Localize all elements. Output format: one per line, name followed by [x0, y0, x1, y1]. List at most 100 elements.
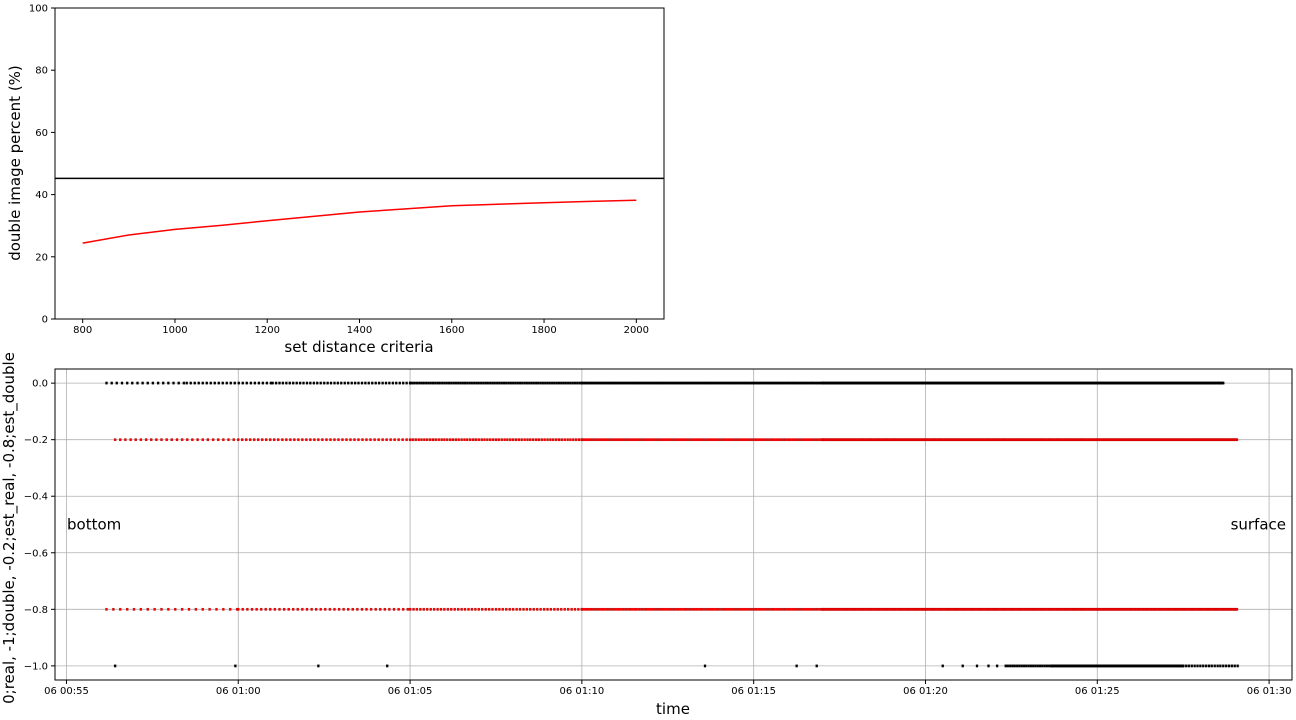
scatter-point	[612, 607, 616, 611]
scatter-point	[1144, 381, 1147, 385]
scatter-point	[1218, 438, 1221, 442]
scatter-point	[899, 438, 902, 442]
scatter-point	[766, 607, 769, 611]
scatter-point	[580, 438, 584, 442]
scatter-point	[1106, 664, 1109, 668]
scatter-point	[1030, 438, 1034, 442]
scatter-point	[725, 381, 728, 385]
scatter-point	[849, 438, 853, 442]
scatter-point	[277, 438, 280, 442]
scatter-point	[1092, 664, 1096, 668]
scatter-point	[902, 438, 905, 442]
scatter-point	[848, 381, 852, 385]
scatter-point	[861, 607, 864, 611]
scatter-point	[482, 381, 485, 385]
top-x-tick-label: 1000	[162, 325, 187, 336]
scatter-point	[1015, 381, 1019, 385]
scatter-point	[727, 607, 730, 611]
top-x-tick-label: 1800	[531, 325, 556, 336]
scatter-point	[1146, 438, 1149, 442]
scatter-point	[487, 607, 491, 611]
scatter-point	[1121, 381, 1124, 385]
scatter-point	[1048, 664, 1051, 668]
scatter-point	[695, 438, 698, 442]
scatter-point	[1097, 607, 1100, 611]
scatter-point	[1139, 607, 1142, 611]
scatter-point	[360, 607, 364, 611]
scatter-point	[933, 607, 936, 611]
scatter-point	[680, 381, 683, 385]
scatter-point	[269, 607, 272, 611]
scatter-point	[881, 607, 885, 611]
scatter-point	[1200, 607, 1203, 611]
scatter-point	[1180, 607, 1184, 611]
scatter-point	[967, 381, 971, 385]
scatter-point	[999, 381, 1003, 385]
scatter-point	[273, 607, 277, 611]
scatter-point	[450, 381, 453, 385]
scatter-point	[506, 438, 509, 442]
scatter-point	[736, 607, 739, 611]
scatter-point	[967, 438, 971, 442]
scatter-point	[1084, 607, 1087, 611]
scatter-point	[447, 381, 451, 385]
scatter-point	[725, 607, 728, 611]
scatter-point	[1217, 607, 1220, 611]
scatter-point	[1109, 607, 1113, 611]
scatter-point	[626, 607, 629, 611]
scatter-point	[704, 438, 707, 442]
scatter-point	[804, 381, 807, 385]
scatter-point	[1059, 438, 1062, 442]
scatter-point	[1069, 381, 1073, 385]
scatter-point	[995, 381, 998, 385]
scatter-point	[1209, 607, 1212, 611]
scatter-point	[819, 381, 822, 385]
scatter-point	[635, 438, 638, 442]
scatter-point	[860, 607, 863, 611]
scatter-point	[1211, 607, 1215, 611]
scatter-point	[846, 381, 849, 385]
scatter-point	[640, 607, 643, 611]
scatter-point	[1215, 607, 1218, 611]
scatter-point	[144, 438, 148, 442]
scatter-point	[563, 607, 566, 611]
scatter-point	[1050, 381, 1053, 385]
scatter-point	[443, 607, 446, 611]
scatter-point	[480, 438, 483, 442]
scatter-point	[146, 607, 149, 611]
scatter-point	[553, 381, 556, 385]
scatter-point	[978, 381, 981, 385]
scatter-point	[501, 607, 504, 611]
scatter-point	[935, 438, 939, 442]
scatter-point	[337, 607, 341, 611]
scatter-point	[1155, 607, 1158, 611]
scatter-point	[364, 381, 367, 385]
scatter-point	[1053, 607, 1057, 611]
scatter-point	[870, 607, 873, 611]
scatter-point	[1053, 664, 1057, 668]
scatter-point	[865, 438, 869, 442]
scatter-point	[931, 438, 934, 442]
scatter-point	[357, 381, 360, 385]
scatter-point	[1151, 607, 1154, 611]
scatter-point	[426, 607, 429, 611]
scatter-point	[374, 607, 377, 611]
scatter-point	[1026, 438, 1029, 442]
scatter-point	[901, 381, 904, 385]
scatter-point	[119, 438, 122, 442]
scatter-point	[1139, 381, 1142, 385]
scatter-point	[193, 381, 196, 385]
scatter-point	[401, 438, 404, 442]
scatter-point	[656, 607, 659, 611]
scatter-point	[345, 438, 348, 442]
scatter-point	[1067, 664, 1070, 668]
scatter-point	[601, 381, 604, 385]
scatter-point	[222, 438, 225, 442]
scatter-point	[1123, 381, 1126, 385]
top-y-axis-label: double image percent (%)	[6, 65, 24, 261]
scatter-point	[1092, 607, 1096, 611]
scatter-point	[951, 381, 955, 385]
scatter-point	[770, 607, 774, 611]
scatter-point	[1083, 381, 1086, 385]
